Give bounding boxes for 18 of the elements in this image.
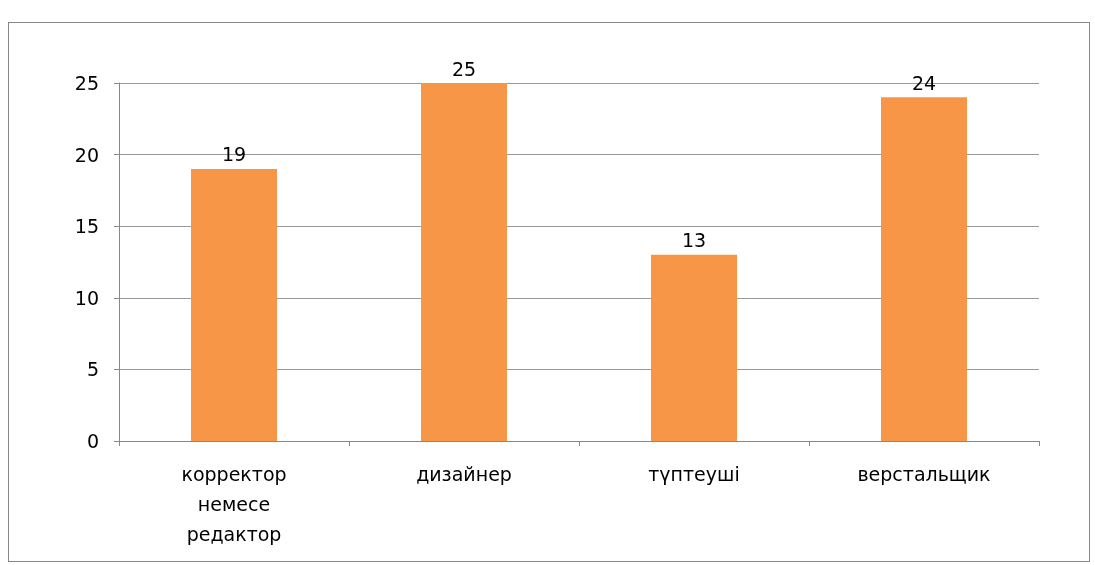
y-tick-label: 0 xyxy=(86,430,99,452)
y-tick-label: 20 xyxy=(74,143,99,166)
bar xyxy=(191,168,277,441)
bar xyxy=(421,83,507,441)
bar xyxy=(651,254,737,441)
x-tick-label: верстальщик xyxy=(857,463,991,485)
y-tick-label: 15 xyxy=(74,215,99,238)
y-tick-label: 10 xyxy=(74,286,99,309)
y-tick-label: 25 xyxy=(74,72,99,94)
data-label: 25 xyxy=(451,57,477,80)
data-label: 13 xyxy=(681,229,707,252)
data-label: 24 xyxy=(911,71,937,94)
bar xyxy=(881,97,967,441)
x-tick-label: корректор немесе редактор xyxy=(181,463,287,545)
x-tick-label: түптеуші xyxy=(648,463,740,485)
y-tick-label: 5 xyxy=(86,358,99,381)
x-tick-label: дизайнер xyxy=(416,463,512,485)
data-label: 19 xyxy=(221,143,247,166)
